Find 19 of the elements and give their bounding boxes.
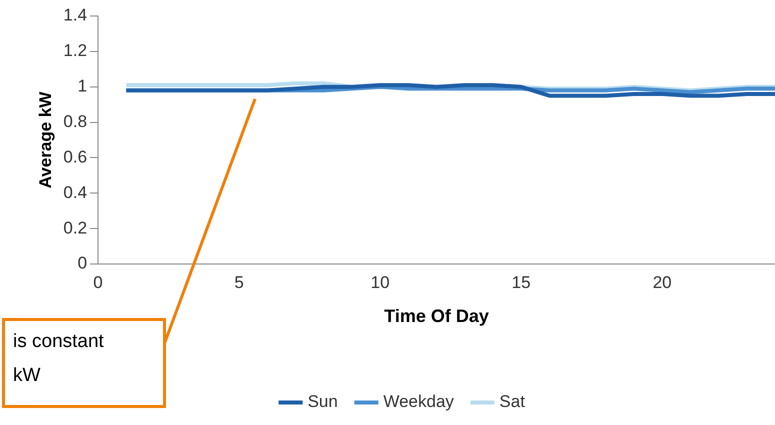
y-tick-label: 0.2 <box>63 218 88 238</box>
text: is constant kW <box>2 318 166 408</box>
x-tick-label: 5 <box>234 272 244 292</box>
y-axis-title: Average kW <box>36 90 55 188</box>
y-tick-label: 0 <box>78 254 88 273</box>
y-tick-label: 0.4 <box>63 182 88 202</box>
legend-label: Weekday <box>383 392 454 412</box>
legend-label: Sun <box>308 392 338 412</box>
y-tick-label: 1 <box>78 76 88 96</box>
y-tick-label: 1.2 <box>63 41 88 60</box>
x-axis-title: Time Of Day <box>384 306 489 326</box>
x-tick-label: 15 <box>512 272 531 292</box>
x-tick-label: 20 <box>652 272 672 292</box>
x-tick-label: 0 <box>93 272 103 292</box>
y-tick-label: 0.6 <box>63 147 88 166</box>
x-tick-label: 10 <box>370 272 390 292</box>
y-tick-label: 1.4 <box>63 6 88 25</box>
y-tick-label: 0.8 <box>63 112 88 131</box>
legend-label: Sat <box>499 392 526 412</box>
